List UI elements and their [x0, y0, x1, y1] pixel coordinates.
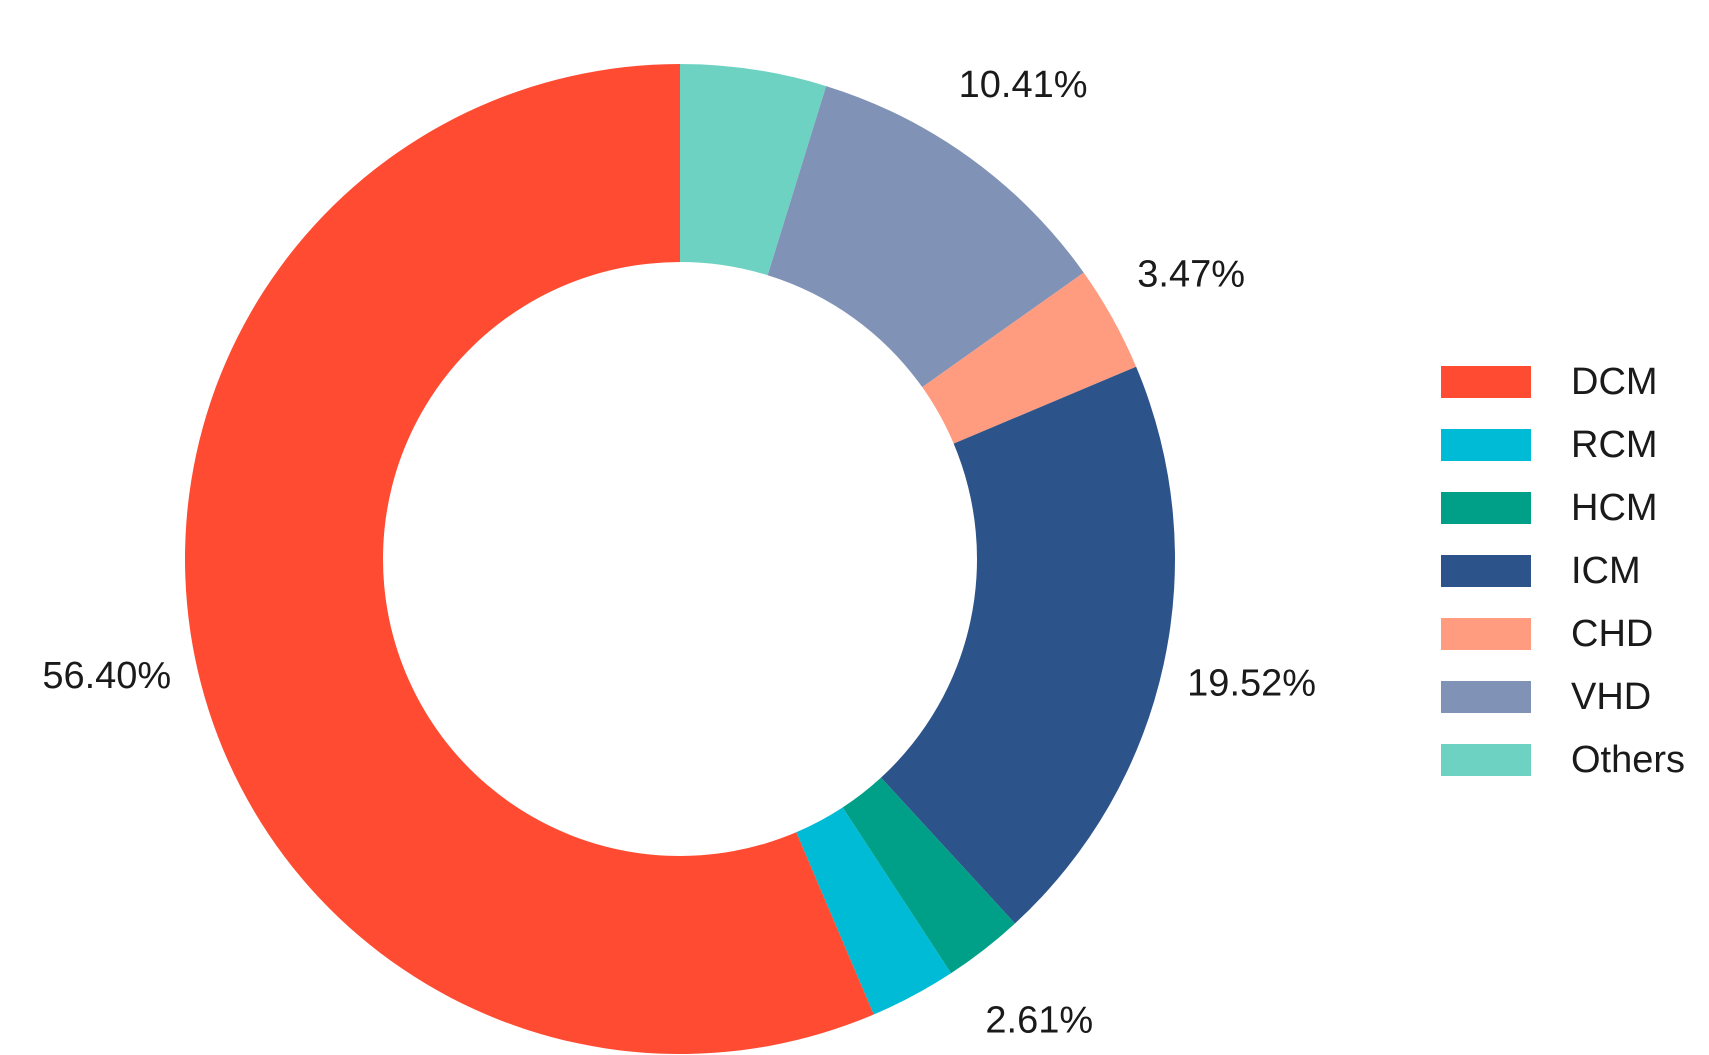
legend: DCM RCM HCM ICM CHD VHD Others [1441, 361, 1685, 781]
legend-item-icm: ICM [1441, 550, 1641, 592]
legend-item-rcm: RCM [1441, 424, 1658, 466]
legend-swatch-icm [1441, 555, 1531, 587]
slice-label-dcm: 56.40% [42, 655, 171, 697]
legend-item-chd: CHD [1441, 613, 1653, 655]
legend-label-rcm: RCM [1571, 424, 1658, 466]
legend-item-others: Others [1441, 739, 1685, 781]
legend-label-others: Others [1571, 739, 1685, 781]
legend-label-icm: ICM [1571, 550, 1641, 592]
legend-item-vhd: VHD [1441, 676, 1651, 718]
slice-labels: 4.77% 10.41% 3.47% 19.52% 2.61% 2.82% 56.40% [42, 0, 1316, 1055]
slice-vhd [767, 86, 1084, 388]
legend-swatch-hcm [1441, 492, 1531, 524]
slice-label-icm: 19.52% [1187, 662, 1316, 704]
legend-label-chd: CHD [1571, 613, 1653, 655]
slice-dcm [185, 64, 874, 1054]
legend-item-dcm: DCM [1441, 361, 1658, 403]
legend-label-vhd: VHD [1571, 676, 1651, 718]
slice-hcm [842, 777, 1015, 974]
slice-label-chd: 3.47% [1137, 253, 1245, 295]
slice-others [680, 64, 827, 276]
legend-swatch-others [1441, 744, 1531, 776]
slice-chd [922, 272, 1137, 444]
legend-label-hcm: HCM [1571, 487, 1658, 529]
legend-swatch-chd [1441, 618, 1531, 650]
legend-swatch-dcm [1441, 366, 1531, 398]
slice-icm [880, 366, 1175, 924]
legend-label-dcm: DCM [1571, 361, 1658, 403]
slice-label-others: 4.77% [713, 0, 821, 2]
legend-swatch-rcm [1441, 429, 1531, 461]
legend-item-hcm: HCM [1441, 487, 1658, 529]
donut-slices [185, 64, 1175, 1054]
slice-label-rcm: 2.82% [902, 1054, 1010, 1055]
legend-swatch-vhd [1441, 681, 1531, 713]
slice-label-hcm: 2.61% [985, 1000, 1093, 1042]
slice-rcm [796, 807, 951, 1015]
slice-label-vhd: 10.41% [959, 64, 1088, 106]
